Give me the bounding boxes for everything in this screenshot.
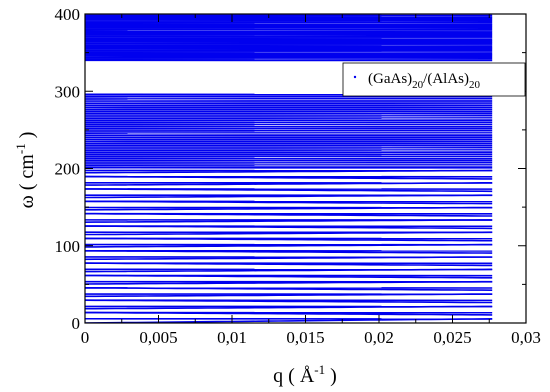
x-tick-label: 0,015	[286, 328, 324, 347]
y-tick-label: 100	[55, 237, 81, 256]
y-axis-title: ω ( cm-1 )	[13, 132, 38, 209]
x-tick-label: 0	[81, 328, 90, 347]
legend: (GaAs)20/(AlAs)20	[342, 62, 526, 97]
x-tick-label: 0,02	[364, 328, 394, 347]
x-tick-label: 0,005	[139, 328, 177, 347]
y-tick-label: 0	[72, 314, 81, 333]
x-tick-label: 0,03	[511, 328, 541, 347]
axis-ticks	[84, 13, 527, 324]
legend-box	[342, 62, 526, 97]
dispersion-branches	[85, 14, 493, 323]
y-tick-labels: 0 100 200 300 400	[55, 5, 81, 333]
x-tick-label: 0,025	[433, 328, 471, 347]
y-tick-label: 200	[55, 160, 81, 179]
y-tick-label: 300	[55, 82, 81, 101]
x-axis-title: q ( Å-1 )	[273, 362, 337, 387]
legend-marker	[353, 75, 357, 79]
x-tick-labels: 0 0,005 0,01 0,015 0,02 0,025 0,03	[81, 328, 541, 347]
legend-label: (GaAs)20/(AlAs)20	[368, 71, 480, 91]
x-tick-label: 0,01	[217, 328, 247, 347]
y-tick-label: 400	[55, 5, 81, 24]
